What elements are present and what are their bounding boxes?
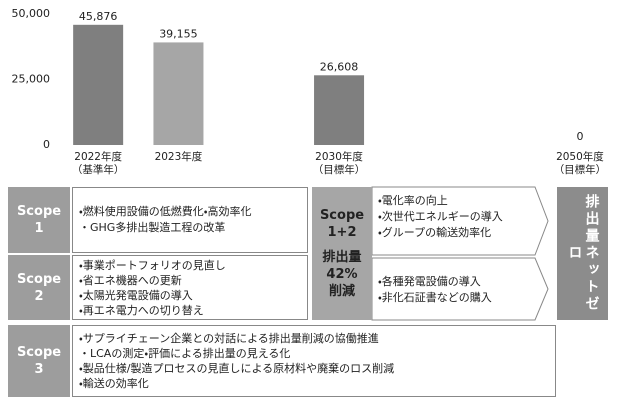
item-box: ・サプライチェーン企業との対話による排出量削減の協働推進 ・LCAの測定・評価によ… bbox=[72, 325, 556, 397]
y-tick-label: 25,000 bbox=[12, 73, 51, 86]
value-label: 45,876 bbox=[79, 10, 118, 23]
item: ・事業ポートフォリオの見直し bbox=[79, 258, 226, 272]
x-tick-label: 2030年度 （目標年） bbox=[312, 151, 366, 176]
item: ・省エネ機器への更新 bbox=[79, 273, 182, 287]
x-tick-label: 2050年度 （目標年） bbox=[553, 151, 607, 176]
item: ・再エネ電力への切り替え bbox=[79, 303, 204, 317]
item: ・グループの輸送効率化 bbox=[378, 226, 492, 239]
item: ・LCAの測定・評価による排出量の見える化 bbox=[79, 347, 291, 360]
item: ・電化率の向上 bbox=[378, 194, 448, 207]
scope12-target: 排出量 42% 削減 bbox=[322, 250, 362, 299]
value-label: 39,155 bbox=[159, 27, 198, 40]
item: ・燃料使用設備の低燃費化・高効率化 bbox=[79, 205, 252, 218]
item-box: ・事業ポートフォリオの見直し ・省エネ機器への更新 ・太陽光発電設備の導入 ・再エネ電… bbox=[72, 255, 308, 320]
value-label: 0 bbox=[576, 130, 583, 143]
item: ・太陽光発電設備の導入 bbox=[79, 288, 193, 302]
scope12-label: Scope 1+2 bbox=[319, 208, 365, 240]
value-label: 26,608 bbox=[320, 60, 359, 73]
arrow-items: ・電化率の向上・次世代エネルギーの導入 ・グループの輸送効率化 bbox=[378, 193, 538, 241]
scope-label: Scope 2 bbox=[8, 255, 70, 320]
bar bbox=[153, 42, 204, 146]
item: ・サプライチェーン企業との対話による排出量削減の協働推進 bbox=[79, 332, 379, 345]
scope-label: Scope 1 bbox=[8, 187, 70, 253]
item: ・次世代エネルギーの導入 bbox=[378, 210, 503, 223]
arrow-items: ・各種発電設備の導入 ・非化石証書などの購入 bbox=[378, 274, 538, 306]
bar bbox=[314, 75, 365, 145]
arrow-shape bbox=[371, 186, 549, 256]
x-tick-label: 2023年度 bbox=[154, 151, 203, 163]
item: ・輸送の効率化 bbox=[79, 377, 149, 390]
chart: 0 25,000 50,000 45,876 39,155 26,608 0 bbox=[12, 7, 584, 151]
bar bbox=[73, 24, 124, 146]
goal-box: 排出量ネットゼロ bbox=[557, 187, 608, 320]
item: ・各種発電設備の導入 bbox=[378, 275, 481, 288]
y-tick-label: 50,000 bbox=[12, 7, 51, 20]
scope-label: Scope 3 bbox=[8, 325, 70, 397]
item: ・非化石証書などの購入 bbox=[378, 291, 492, 304]
x-tick-label: 2022年度 （基準年） bbox=[71, 151, 125, 176]
arrow-shape bbox=[371, 257, 549, 321]
scope12-box: Scope 1+2 排出量 42% 削減 bbox=[312, 187, 372, 320]
item: ・製品仕様/製造プロセスの見直しによる原材料や廃棄のロス削減 bbox=[79, 362, 395, 375]
item: ・GHG多排出製造工程の改革 bbox=[79, 221, 226, 234]
item-box: ・燃料使用設備の低燃費化・高効率化 ・GHG多排出製造工程の改革 bbox=[72, 187, 308, 253]
y-tick-label: 0 bbox=[43, 138, 50, 151]
